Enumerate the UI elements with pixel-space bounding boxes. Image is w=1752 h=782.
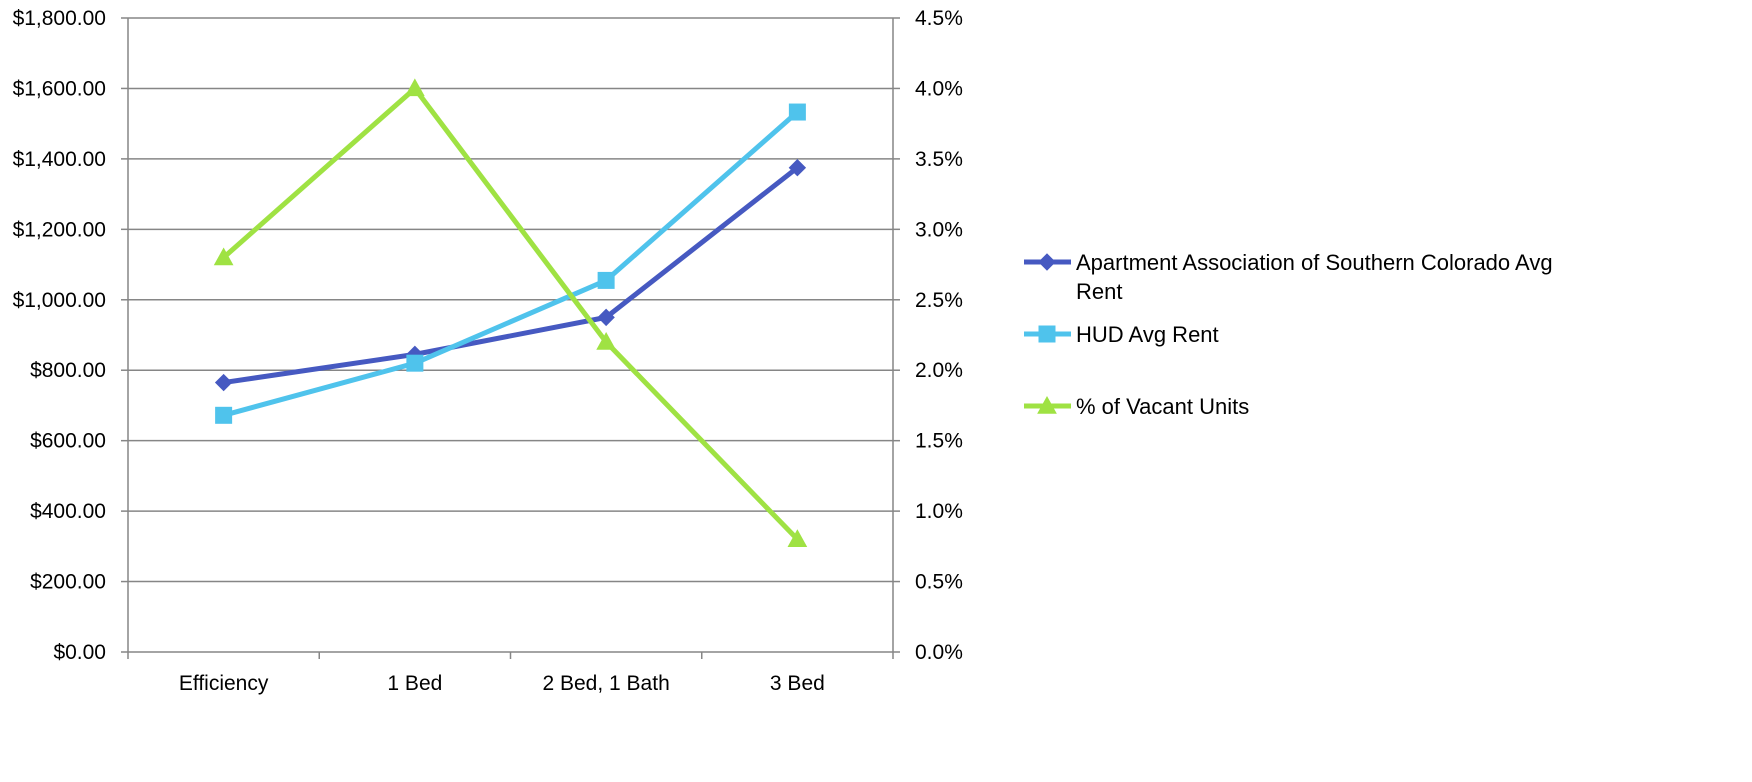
x-axis-tick-labels: Efficiency 1 Bed 2 Bed, 1 Bath 3 Bed xyxy=(179,672,825,695)
legend-label: Rent xyxy=(1076,279,1122,304)
series-2 xyxy=(215,103,806,424)
right-axis-tick-label: 4.0% xyxy=(915,77,963,100)
legend-item: % of Vacant Units xyxy=(1024,394,1249,419)
right-axis-tick-label: 0.0% xyxy=(915,641,963,664)
x-axis-tick-label: 2 Bed, 1 Bath xyxy=(542,672,669,695)
data-point xyxy=(406,354,424,372)
legend-label: Apartment Association of Southern Colora… xyxy=(1076,250,1553,275)
right-axis-tick-labels: 0.0% 0.5% 1.0% 1.5% 2.0% 2.5% 3.0% 3.5% 4.0% 4.5% xyxy=(915,7,963,664)
series xyxy=(213,78,808,547)
left-axis-tick-labels: $0.00 $200.00 $400.00 $600.00 $800.00 $1,000.… xyxy=(13,7,106,664)
right-axis-tick-label: 0.5% xyxy=(915,571,963,594)
right-axis-tick-label: 4.5% xyxy=(915,7,963,30)
legend-swatch-marker xyxy=(1038,253,1056,271)
right-axis-tick-label: 3.0% xyxy=(915,218,963,241)
x-axis-tick-label: 3 Bed xyxy=(770,672,825,695)
left-axis-tick-label: $400.00 xyxy=(30,500,106,523)
x-axis-tick-label: 1 Bed xyxy=(387,672,442,695)
series-line xyxy=(221,85,800,542)
legend-item: HUD Avg Rent xyxy=(1024,322,1219,347)
right-axis-tick-label: 1.5% xyxy=(915,430,963,453)
series-3 xyxy=(213,78,808,547)
data-point xyxy=(214,373,233,392)
data-point xyxy=(787,529,808,547)
legend: Apartment Association of Southern Colora… xyxy=(1024,250,1553,419)
legend-item: Apartment Association of Southern Colora… xyxy=(1024,250,1553,304)
data-point xyxy=(597,271,615,289)
data-point xyxy=(788,158,807,177)
right-axis-tick-label: 1.0% xyxy=(915,500,963,523)
series-line xyxy=(221,165,800,386)
left-axis-tick-label: $1,400.00 xyxy=(13,148,106,171)
left-axis-tick-label: $1,200.00 xyxy=(13,218,106,241)
data-point xyxy=(215,406,233,424)
left-axis-tick-label: $600.00 xyxy=(30,430,106,453)
data-point xyxy=(597,308,615,327)
left-axis-tick-label: $0.00 xyxy=(53,641,106,664)
legend-label: % of Vacant Units xyxy=(1076,394,1249,419)
left-axis-tick-label: $1,000.00 xyxy=(13,289,106,312)
data-point xyxy=(213,247,234,266)
right-axis-tick-label: 2.0% xyxy=(915,359,963,382)
data-point xyxy=(596,332,616,350)
left-axis-tick-label: $800.00 xyxy=(30,359,106,382)
legend-label: HUD Avg Rent xyxy=(1076,322,1219,347)
axes xyxy=(121,17,900,659)
legend-swatch-marker xyxy=(1037,395,1057,414)
x-axis-tick-label: Efficiency xyxy=(179,672,269,695)
right-axis-tick-label: 3.5% xyxy=(915,148,963,171)
right-axis-tick-label: 2.5% xyxy=(915,289,963,312)
series-line xyxy=(221,109,800,418)
data-point xyxy=(788,103,806,121)
left-axis-tick-label: $1,600.00 xyxy=(13,77,106,100)
series-1 xyxy=(214,158,807,392)
gridlines xyxy=(128,17,893,583)
legend-swatch-marker xyxy=(1038,325,1056,343)
left-axis-tick-label: $200.00 xyxy=(30,571,106,594)
left-axis-tick-label: $1,800.00 xyxy=(13,7,106,30)
data-point xyxy=(405,78,425,97)
